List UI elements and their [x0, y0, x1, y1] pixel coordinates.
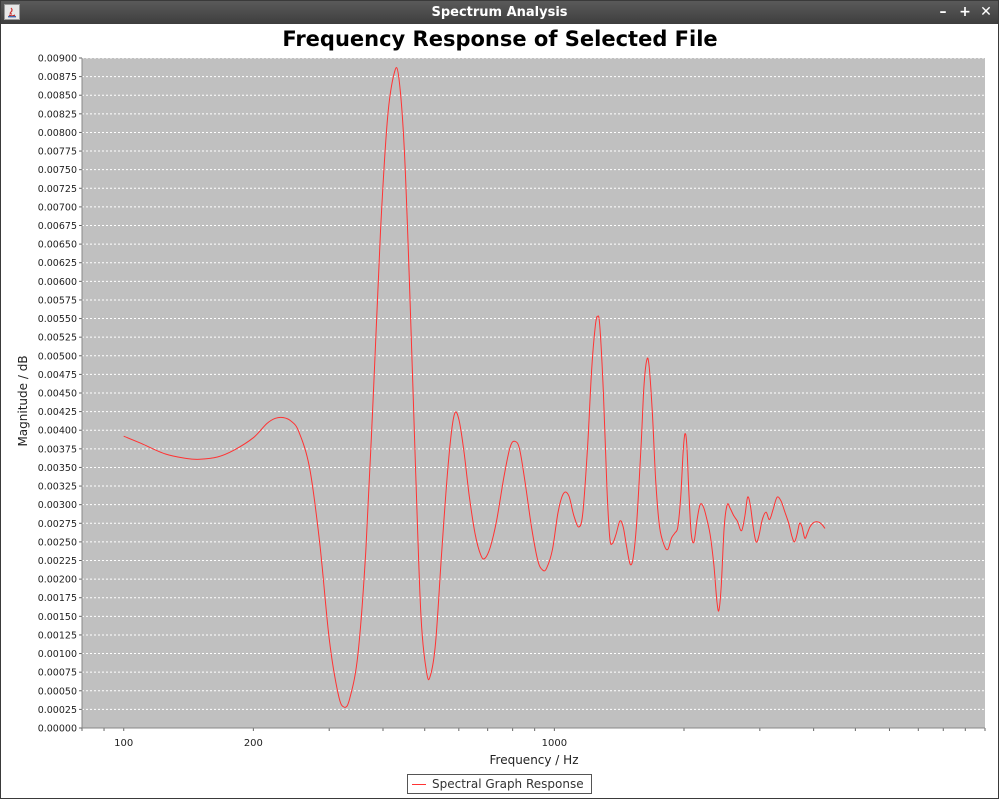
x-axis-ticks: 100 200 1000 [81, 58, 986, 749]
y-tick-label: 0.00300 [38, 500, 77, 511]
y-tick-label: 0.00675 [38, 221, 77, 232]
minimize-button[interactable]: – [939, 4, 947, 20]
y-tick-label: 0.00450 [38, 389, 77, 400]
y-tick-label: 0.00800 [38, 128, 77, 139]
y-axis-label: Magnitude / dB [16, 355, 30, 446]
y-axis-ticks: 0.00000 0.00025 0.00050 0.00075 0.00100 0.001… [38, 54, 82, 735]
y-tick-label: 0.00525 [38, 333, 77, 344]
maximize-button[interactable]: + [959, 4, 971, 20]
close-button[interactable]: ✕ [980, 4, 992, 20]
y-tick-label: 0.00175 [38, 593, 77, 604]
x-tick-label: 1000 [542, 738, 567, 749]
x-tick-label: 200 [244, 738, 263, 749]
y-tick-label: 0.00350 [38, 463, 77, 474]
legend-swatch-spectral [412, 783, 426, 785]
y-tick-label: 0.00500 [38, 351, 77, 362]
y-tick-label: 0.00425 [38, 407, 77, 418]
plot-background [82, 58, 985, 728]
y-tick-label: 0.00400 [38, 426, 77, 437]
y-tick-label: 0.00550 [38, 314, 77, 325]
x-tick-label: 100 [114, 738, 133, 749]
y-tick-label: 0.00475 [38, 370, 77, 381]
y-tick-label: 0.00725 [38, 184, 77, 195]
y-tick-label: 0.00700 [38, 202, 77, 213]
java-app-icon [4, 4, 20, 20]
x-axis-label: Frequency / Hz [490, 753, 579, 767]
y-tick-label: 0.00750 [38, 165, 77, 176]
frequency-response-chart: Frequency Response of Selected File 0.00… [16, 27, 986, 767]
y-tick-label: 0.00125 [38, 630, 77, 641]
y-tick-label: 0.00875 [38, 72, 77, 83]
y-tick-label: 0.00375 [38, 444, 77, 455]
y-tick-label: 0.00575 [38, 295, 77, 306]
series-line-spectral-graph-response [123, 67, 826, 708]
chart-legend: Spectral Graph Response [407, 774, 592, 794]
y-tick-label: 0.00100 [38, 649, 77, 660]
window-titlebar[interactable]: Spectrum Analysis – + ✕ [1, 1, 998, 24]
y-tick-label: 0.00900 [38, 54, 77, 65]
y-tick-label: 0.00325 [38, 482, 77, 493]
y-tick-label: 0.00250 [38, 537, 77, 548]
y-tick-label: 0.00025 [38, 705, 77, 716]
chart-title: Frequency Response of Selected File [282, 27, 717, 51]
window-title: Spectrum Analysis [431, 5, 568, 20]
y-tick-label: 0.00650 [38, 240, 77, 251]
series-layer [123, 67, 826, 708]
y-tick-label: 0.00150 [38, 612, 77, 623]
legend-label-spectral: Spectral Graph Response [432, 777, 584, 791]
y-tick-label: 0.00600 [38, 277, 77, 288]
y-tick-label: 0.00200 [38, 575, 77, 586]
chart-area: Frequency Response of Selected File 0.00… [1, 24, 998, 798]
y-tick-label: 0.00075 [38, 668, 77, 679]
y-tick-label: 0.00050 [38, 686, 77, 697]
y-tick-label: 0.00850 [38, 91, 77, 102]
y-tick-label: 0.00000 [38, 724, 77, 735]
y-tick-label: 0.00775 [38, 147, 77, 158]
y-tick-label: 0.00275 [38, 519, 77, 530]
y-tick-label: 0.00825 [38, 109, 77, 120]
y-tick-label: 0.00625 [38, 258, 77, 269]
y-tick-label: 0.00225 [38, 556, 77, 567]
